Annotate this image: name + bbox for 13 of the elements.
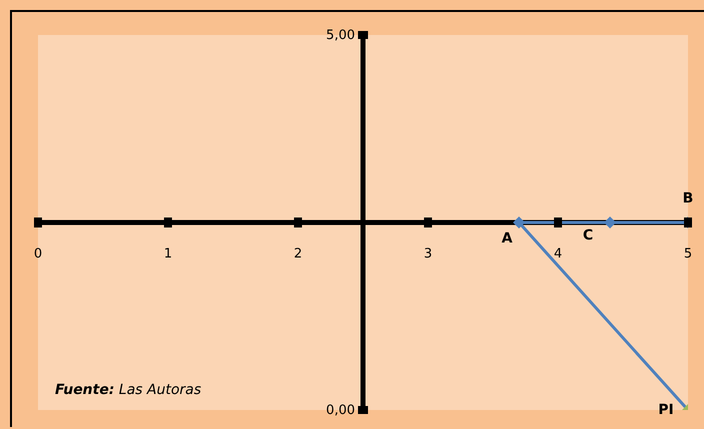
annotation: C xyxy=(582,228,594,244)
y-tick-label: 5,00 xyxy=(326,28,355,43)
x-tick-label: 4 xyxy=(554,246,562,262)
x-tick-label: 3 xyxy=(424,246,432,262)
annotation: PI xyxy=(658,402,674,418)
annotation: B xyxy=(682,190,694,206)
x-tick-label: 0 xyxy=(34,246,42,262)
x-tick-label: 2 xyxy=(294,246,302,262)
x-tick-label: 5 xyxy=(684,246,692,262)
y-tick-label: 0,00 xyxy=(326,403,355,418)
annotation: A xyxy=(502,230,513,246)
x-tick-label: 1 xyxy=(164,246,172,262)
annotation: Fuente: Las Autoras xyxy=(55,382,202,398)
